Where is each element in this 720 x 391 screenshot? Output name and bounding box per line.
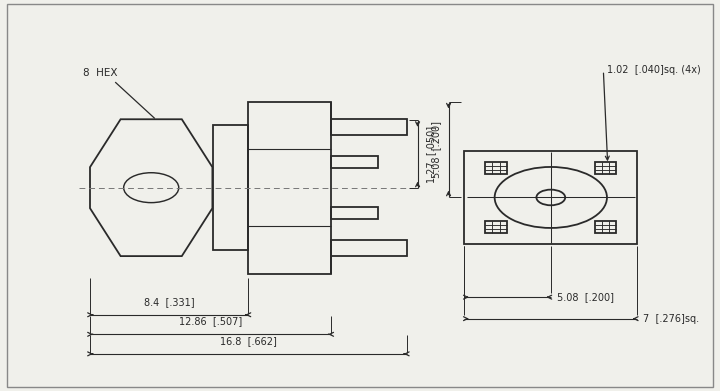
Bar — [331, 119, 407, 135]
Text: 8.4  [.331]: 8.4 [.331] — [144, 297, 194, 307]
Text: 1.02  [.040]sq. (4x): 1.02 [.040]sq. (4x) — [607, 65, 701, 75]
Bar — [485, 162, 507, 174]
Text: 12.86  [.507]: 12.86 [.507] — [179, 316, 242, 326]
Bar — [331, 207, 378, 219]
Bar — [464, 151, 637, 244]
Text: 16.8  [.662]: 16.8 [.662] — [220, 336, 276, 346]
Text: 8  HEX: 8 HEX — [83, 68, 117, 78]
Bar — [248, 102, 331, 274]
Bar — [595, 162, 616, 174]
Text: 7  [.276]sq.: 7 [.276]sq. — [643, 314, 699, 324]
Text: 1.27  [.050]: 1.27 [.050] — [426, 126, 436, 183]
Bar — [213, 125, 248, 250]
Text: 5.08  [.200]: 5.08 [.200] — [557, 292, 613, 302]
Text: 5.08  [.200]: 5.08 [.200] — [431, 121, 441, 178]
Bar — [485, 221, 507, 233]
Bar — [331, 156, 378, 168]
Bar — [331, 240, 407, 256]
Bar — [595, 221, 616, 233]
